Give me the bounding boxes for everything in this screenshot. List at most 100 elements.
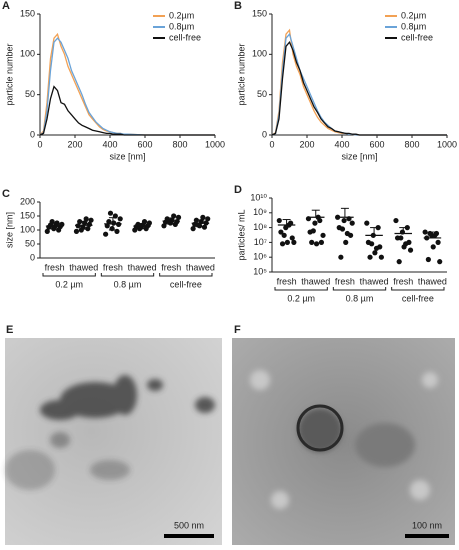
dot: [284, 239, 290, 245]
panel-label: C: [2, 188, 10, 200]
y-axis-label: particles/ mL: [236, 209, 246, 260]
y-tick-label: 50: [257, 89, 267, 99]
dot: [276, 217, 282, 224]
x-tick-label: fresh: [393, 276, 413, 286]
group-label: 0.2 µm: [287, 293, 315, 303]
x-tick-label: thawed: [69, 262, 98, 272]
dot: [430, 244, 436, 250]
line: [271, 40, 447, 136]
dot: [190, 226, 196, 232]
panel-label: B: [234, 0, 242, 12]
dot: [175, 214, 182, 220]
dot: [310, 228, 316, 234]
x-tick-label: 200: [299, 139, 314, 149]
dot: [404, 225, 410, 231]
dot: [77, 219, 83, 225]
x-tick-label: 1000: [205, 139, 225, 149]
group-label: cell-free: [402, 293, 434, 303]
image-f: 100 nm F: [232, 324, 455, 545]
y-tick-label: 10⁸: [253, 222, 267, 232]
group-label: 0.8 µm: [114, 279, 142, 289]
dot: [437, 259, 443, 265]
dot: [338, 254, 344, 260]
group-label: 0.2 µm: [55, 279, 83, 289]
panel-label: F: [234, 324, 241, 336]
dot: [146, 220, 152, 226]
dot: [364, 220, 370, 226]
dot: [341, 217, 347, 224]
y-tick-label: 100: [20, 224, 35, 234]
x-tick-label: fresh: [335, 276, 355, 286]
dot: [281, 232, 287, 238]
y-tick-label: 150: [20, 8, 35, 18]
image-e: 500 nm E: [5, 324, 222, 545]
line: [39, 85, 215, 136]
x-axis-label: size [nm]: [109, 151, 145, 161]
dot: [422, 229, 428, 235]
y-tick-label: 10¹⁰: [250, 192, 267, 202]
y-axis-label: size [nm]: [4, 212, 14, 248]
x-tick-label: thawed: [301, 276, 330, 286]
scale-bar-label: 100 nm: [412, 520, 442, 530]
x-tick-label: thawed: [186, 262, 215, 272]
legend-label: cell-free: [401, 32, 433, 42]
dot: [318, 239, 325, 245]
x-tick-label: 600: [137, 139, 152, 149]
dot: [344, 230, 350, 237]
dot: [104, 223, 110, 229]
dot: [44, 228, 50, 234]
scale-bar-label: 500 nm: [174, 520, 204, 530]
dot: [435, 239, 441, 245]
y-axis-label: particle number: [4, 43, 14, 105]
y-tick-label: 50: [25, 238, 35, 248]
dot: [312, 220, 318, 226]
dot: [349, 220, 355, 226]
y-tick-label: 50: [25, 89, 35, 99]
x-tick-label: thawed: [360, 276, 389, 286]
x-tick-label: 400: [102, 139, 117, 149]
x-tick-label: 1000: [437, 139, 457, 149]
group-bracket: [42, 273, 96, 277]
dot: [403, 241, 409, 247]
dot: [339, 226, 346, 232]
dot: [291, 239, 297, 245]
legend-label: cell-free: [169, 32, 201, 42]
group-bracket: [100, 273, 155, 277]
dot: [393, 217, 399, 224]
dot: [117, 216, 123, 222]
y-tick-label: 150: [252, 8, 267, 18]
y-tick-label: 0: [30, 129, 35, 139]
x-tick-label: thawed: [418, 276, 447, 286]
legend-label: 0.2µm: [169, 10, 194, 20]
legend-label: 0.2µm: [401, 10, 426, 20]
dot: [141, 219, 148, 225]
dot: [103, 231, 109, 237]
panel-label: E: [6, 324, 13, 336]
x-tick-label: fresh: [161, 262, 181, 272]
x-tick-label: 0: [37, 139, 42, 149]
dot: [200, 214, 206, 220]
dot: [279, 241, 286, 247]
dot: [73, 228, 80, 234]
x-tick-label: 200: [67, 139, 82, 149]
x-tick-label: fresh: [103, 262, 123, 272]
group-bracket: [332, 287, 387, 291]
line: [39, 37, 215, 136]
dot: [373, 245, 380, 251]
dot: [396, 259, 402, 265]
y-tick-label: 100: [20, 49, 35, 59]
group-label: 0.8 µm: [346, 293, 374, 303]
x-tick-label: 600: [369, 139, 384, 149]
y-tick-label: 150: [20, 210, 35, 220]
group-label: cell-free: [170, 279, 202, 289]
dot: [78, 227, 84, 233]
legend-label: 0.8µm: [169, 21, 194, 31]
y-tick-label: 100: [252, 49, 267, 59]
group-bracket: [159, 273, 213, 277]
dot: [407, 247, 414, 253]
dot: [289, 235, 295, 241]
dot: [85, 226, 91, 232]
dot: [343, 239, 349, 245]
x-tick-label: fresh: [45, 262, 65, 272]
